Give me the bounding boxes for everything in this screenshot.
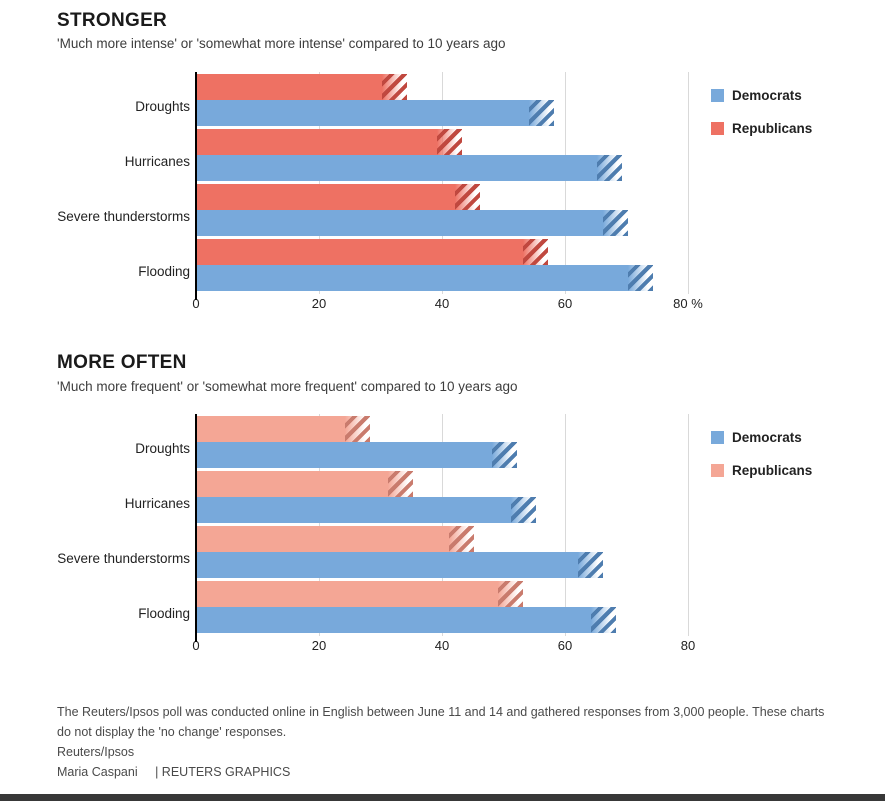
legend-swatch-democrats: [711, 88, 724, 102]
gridline-60: [565, 72, 566, 294]
bar-hatch-democrats-hurricanes: [597, 155, 622, 181]
graphics-credit: | REUTERS GRAPHICS: [155, 765, 291, 779]
axis-tick-label-60: 60: [557, 296, 573, 311]
bar-hatch-democrats-flooding: [591, 607, 616, 633]
byline-author: Maria Caspani: [57, 765, 138, 779]
bar-republicans-flooding: [197, 581, 498, 607]
legend-label-republicans: Republicans: [732, 120, 813, 136]
category-label-droughts: Droughts: [135, 441, 190, 456]
bar-republicans-hurricanes: [197, 471, 388, 497]
y-axis-line: [195, 414, 197, 642]
axis-tick-label-60: 60: [557, 638, 573, 653]
gridline-40: [442, 72, 443, 294]
bar-republicans-droughts: [197, 416, 345, 442]
axis-tick-label-0: 0: [192, 638, 200, 653]
axis-tick-label-80: 80: [680, 638, 696, 653]
category-label-hurricanes: Hurricanes: [124, 154, 190, 169]
legend-label-democrats: Democrats: [732, 429, 802, 445]
category-label-severe-thunderstorms: Severe thunderstorms: [57, 551, 190, 566]
gridline-20: [319, 414, 320, 636]
bar-hatch-republicans-droughts: [345, 416, 370, 442]
axis-tick-label-20: 20: [311, 638, 327, 653]
legend-label-democrats: Democrats: [732, 87, 802, 103]
category-label-droughts: Droughts: [135, 99, 190, 114]
category-label-flooding: Flooding: [138, 264, 190, 279]
axis-tick-label-80: 80 %: [673, 296, 703, 311]
bar-republicans-severe-thunderstorms: [197, 184, 455, 210]
bar-hatch-republicans-severe-thunderstorms: [449, 526, 474, 552]
bar-republicans-severe-thunderstorms: [197, 526, 449, 552]
legend-item-democrats: Democrats: [711, 87, 802, 103]
bar-hatch-republicans-flooding: [523, 239, 548, 265]
bar-hatch-democrats-flooding: [628, 265, 653, 291]
y-axis-line: [195, 72, 197, 300]
bar-republicans-flooding: [197, 239, 523, 265]
chart-subtitle-more-often: 'Much more frequent' or 'somewhat more f…: [57, 379, 518, 394]
chart-subtitle-stronger: 'Much more intense' or 'somewhat more in…: [57, 36, 506, 51]
category-label-severe-thunderstorms: Severe thunderstorms: [57, 209, 190, 224]
bar-hatch-republicans-droughts: [382, 74, 407, 100]
bar-hatch-democrats-hurricanes: [511, 497, 536, 523]
source-line: Reuters/Ipsos: [57, 745, 135, 759]
gridline-80: [688, 72, 689, 294]
bar-hatch-republicans-hurricanes: [388, 471, 413, 497]
gridline-60: [565, 414, 566, 636]
legend-item-republicans: Republicans: [711, 462, 812, 478]
bar-democrats-hurricanes: [197, 155, 597, 181]
bar-hatch-democrats-severe-thunderstorms: [578, 552, 603, 578]
bar-hatch-democrats-droughts: [529, 100, 554, 126]
bar-republicans-droughts: [197, 74, 382, 100]
bar-hatch-republicans-severe-thunderstorms: [455, 184, 480, 210]
gridline-20: [319, 72, 320, 294]
bar-democrats-droughts: [197, 100, 529, 126]
bar-hatch-republicans-hurricanes: [437, 129, 462, 155]
bar-hatch-republicans-flooding: [498, 581, 523, 607]
bar-democrats-severe-thunderstorms: [197, 210, 603, 236]
category-label-flooding: Flooding: [138, 606, 190, 621]
axis-tick-label-0: 0: [192, 296, 200, 311]
bar-republicans-hurricanes: [197, 129, 437, 155]
legend-swatch-democrats: [711, 430, 724, 444]
footnote-line-2: do not display the 'no change' responses…: [57, 725, 287, 739]
legend-item-republicans: Republicans: [711, 120, 812, 136]
chart-title-more-often: MORE OFTEN: [57, 352, 187, 373]
footnote-line-1: The Reuters/Ipsos poll was conducted onl…: [57, 705, 825, 719]
byline-line: Maria Caspani | REUTERS GRAPHICS: [57, 762, 847, 782]
bar-hatch-democrats-severe-thunderstorms: [603, 210, 628, 236]
bar-democrats-severe-thunderstorms: [197, 552, 578, 578]
axis-tick-label-40: 40: [434, 638, 450, 653]
footer: The Reuters/Ipsos poll was conducted onl…: [57, 702, 847, 782]
axis-tick-label-20: 20: [311, 296, 327, 311]
bar-democrats-flooding: [197, 607, 591, 633]
bottom-brand-bar: [0, 794, 885, 801]
category-label-hurricanes: Hurricanes: [124, 496, 190, 511]
legend-item-democrats: Democrats: [711, 429, 802, 445]
legend-label-republicans: Republicans: [732, 462, 813, 478]
chart-title-stronger: STRONGER: [57, 10, 168, 31]
bar-democrats-droughts: [197, 442, 492, 468]
bar-hatch-democrats-droughts: [492, 442, 517, 468]
axis-tick-label-40: 40: [434, 296, 450, 311]
bar-democrats-flooding: [197, 265, 628, 291]
bar-democrats-hurricanes: [197, 497, 511, 523]
legend-swatch-republicans: [711, 121, 724, 135]
gridline-40: [442, 414, 443, 636]
legend-swatch-republicans: [711, 463, 724, 477]
gridline-80: [688, 414, 689, 636]
